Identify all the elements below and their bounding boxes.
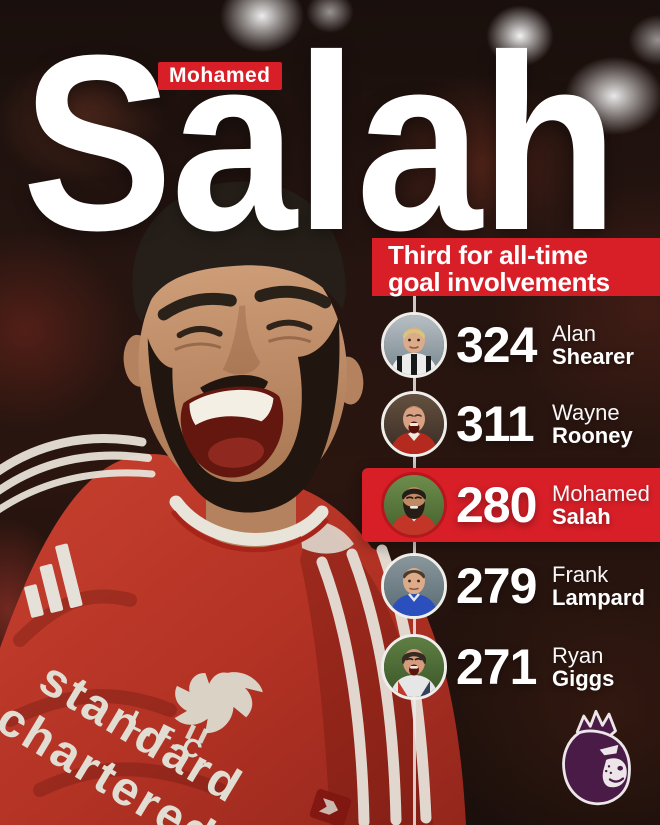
player-value: 324	[456, 317, 537, 373]
adidas-logo-icon	[24, 543, 83, 618]
player-name: Frank Lampard	[552, 563, 645, 609]
player-name: Mohamed Salah	[552, 482, 650, 528]
leaderboard-row-shearer: 324 Alan Shearer	[362, 305, 660, 385]
avatar-mohamed-salah	[381, 472, 447, 538]
player-last-name: Giggs	[552, 666, 615, 691]
jersey: L.F.C. standard chartered	[0, 434, 466, 825]
leaderboard-row-lampard: 279 Frank Lampard	[362, 546, 660, 626]
page-title: Salah	[22, 3, 618, 282]
leaderboard-row-salah: 280 Mohamed Salah	[362, 465, 660, 545]
player-value: 280	[456, 477, 537, 533]
player-last-name: Shearer	[552, 344, 634, 369]
player-value: 279	[456, 558, 537, 614]
salah-face	[123, 181, 364, 513]
avatar-wayne-rooney	[381, 391, 447, 457]
player-value: 311	[456, 396, 535, 452]
player-value: 271	[456, 639, 537, 695]
leaderboard-row-giggs: 271 Ryan Giggs	[362, 627, 660, 707]
player-name: Alan Shearer	[552, 322, 634, 368]
leaderboard-row-rooney: 311 Wayne Rooney	[362, 384, 660, 464]
player-first-name: Frank	[552, 562, 609, 587]
player-first-name: Alan	[552, 321, 597, 346]
avatar-alan-shearer	[381, 312, 447, 378]
avatar-frank-lampard	[381, 553, 447, 619]
stat-banner-line-2: goal involvements	[388, 267, 610, 297]
player-first-name: Ryan	[552, 643, 604, 668]
avatar-ryan-giggs	[381, 634, 447, 700]
stat-banner: Third for all-time goal involvements	[372, 238, 660, 296]
shoulder-stripes-icon	[0, 434, 156, 514]
player-last-name: Rooney	[552, 423, 633, 448]
stat-banner-line-1: Third for all-time	[388, 240, 588, 270]
player-first-name: Mohamed	[552, 481, 650, 506]
first-name-badge: Mohamed	[158, 62, 282, 90]
player-last-name: Salah	[552, 504, 611, 529]
player-last-name: Lampard	[552, 585, 645, 610]
player-first-name: Wayne	[552, 400, 620, 425]
player-name: Ryan Giggs	[552, 644, 614, 690]
premier-league-logo-icon	[553, 706, 637, 810]
player-name: Wayne Rooney	[552, 401, 633, 447]
hem-tag-icon	[309, 789, 352, 825]
